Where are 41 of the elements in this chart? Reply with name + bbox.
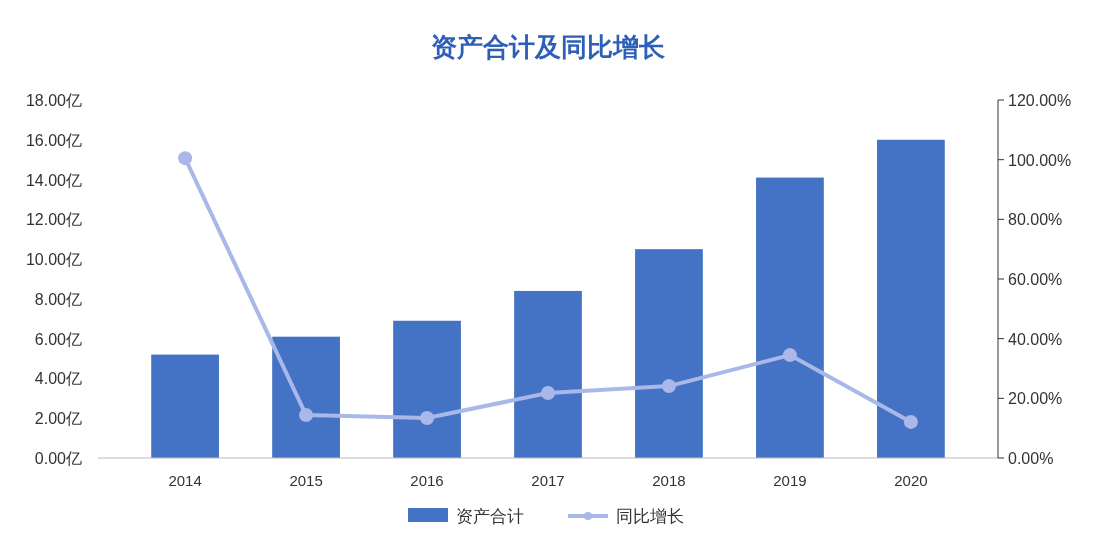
x-tick-label: 2015 (289, 472, 323, 489)
bar (514, 290, 582, 458)
y2-tick-label: 120.00% (1008, 92, 1072, 109)
y-tick-label: 16.00亿 (25, 131, 82, 149)
y2-tick-label: 60.00% (1008, 271, 1063, 288)
y-tick-label: 4.00亿 (34, 370, 82, 388)
point (541, 385, 555, 400)
x-tick-label: 2017 (531, 472, 565, 489)
point (782, 348, 797, 363)
y-tick-label: 18.00亿 (25, 92, 82, 109)
y-tick-label: 2.00亿 (34, 410, 82, 428)
y-tick-label: 12.00亿 (25, 211, 82, 229)
y2-tick-label: 80.00% (1008, 211, 1063, 229)
y2-tick-label: 40.00% (1008, 330, 1063, 348)
point (299, 408, 314, 423)
y-tick-label: 6.00亿 (34, 330, 82, 348)
bar (877, 139, 945, 458)
y-tick-label: 0.00亿 (34, 450, 82, 467)
point (420, 411, 435, 426)
y-tick-label: 14.00亿 (25, 171, 82, 189)
x-tick-label: 2014 (168, 472, 202, 489)
bar (272, 336, 340, 458)
x-tick-label: 2019 (773, 472, 807, 489)
point (661, 379, 676, 394)
legend-label: 同比增长 (616, 507, 684, 526)
point (178, 151, 193, 166)
bar (393, 320, 461, 458)
x-tick-label: 2016 (410, 472, 444, 489)
bar (635, 249, 703, 458)
y2-tick-label: 0.00% (1008, 450, 1054, 467)
x-tick-label: 2018 (652, 472, 686, 489)
bar (151, 354, 219, 458)
legend-label: 资产合计 (456, 507, 524, 526)
point (903, 414, 918, 429)
y2-tick-label: 100.00% (1008, 151, 1072, 169)
x-tick-label: 2020 (894, 472, 928, 489)
y2-tick-label: 20.00% (1008, 390, 1063, 408)
chart-title: 资产合计及同比增长 (431, 32, 665, 62)
bar (756, 177, 824, 458)
y-tick-label: 10.00亿 (25, 251, 82, 269)
y-tick-label: 8.00亿 (34, 290, 82, 308)
